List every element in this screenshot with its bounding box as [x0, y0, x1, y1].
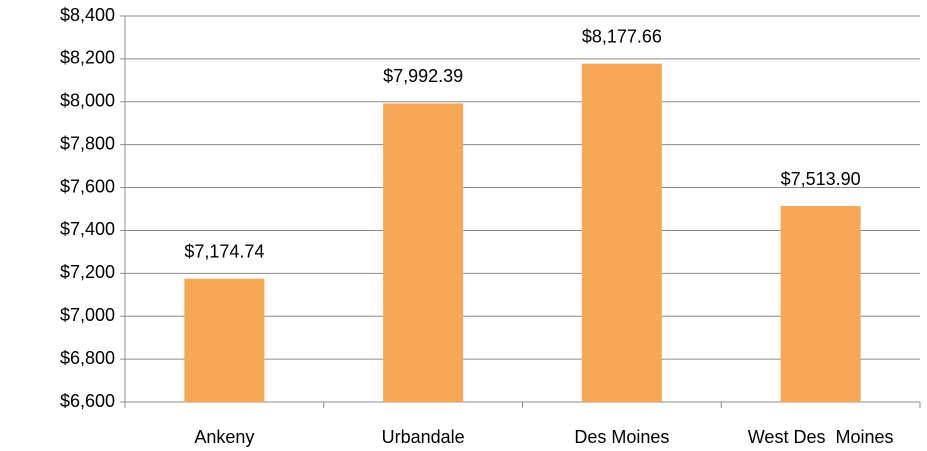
y-tick-label: $6,600 — [60, 391, 115, 411]
y-tick-label: $7,200 — [60, 262, 115, 282]
y-tick-label: $6,800 — [60, 348, 115, 368]
y-tick-label: $7,800 — [60, 133, 115, 153]
data-label: $7,992.39 — [383, 66, 463, 86]
data-label: $7,174.74 — [184, 242, 264, 262]
y-tick-label: $8,000 — [60, 91, 115, 111]
x-tick-label: Urbandale — [382, 427, 465, 447]
y-tick-label: $8,200 — [60, 48, 115, 68]
bar — [383, 103, 464, 402]
bar — [780, 206, 861, 402]
bar — [184, 278, 265, 402]
y-tick-label: $8,400 — [60, 5, 115, 25]
y-tick-label: $7,000 — [60, 305, 115, 325]
data-label: $8,177.66 — [582, 26, 662, 46]
data-label: $7,513.90 — [781, 169, 861, 189]
bar — [581, 63, 662, 403]
x-tick-label: West Des Moines — [748, 427, 894, 447]
y-tick-label: $7,400 — [60, 219, 115, 239]
x-tick-label: Ankeny — [194, 427, 254, 447]
y-tick-label: $7,600 — [60, 176, 115, 196]
x-tick-label: Des Moines — [574, 427, 669, 447]
